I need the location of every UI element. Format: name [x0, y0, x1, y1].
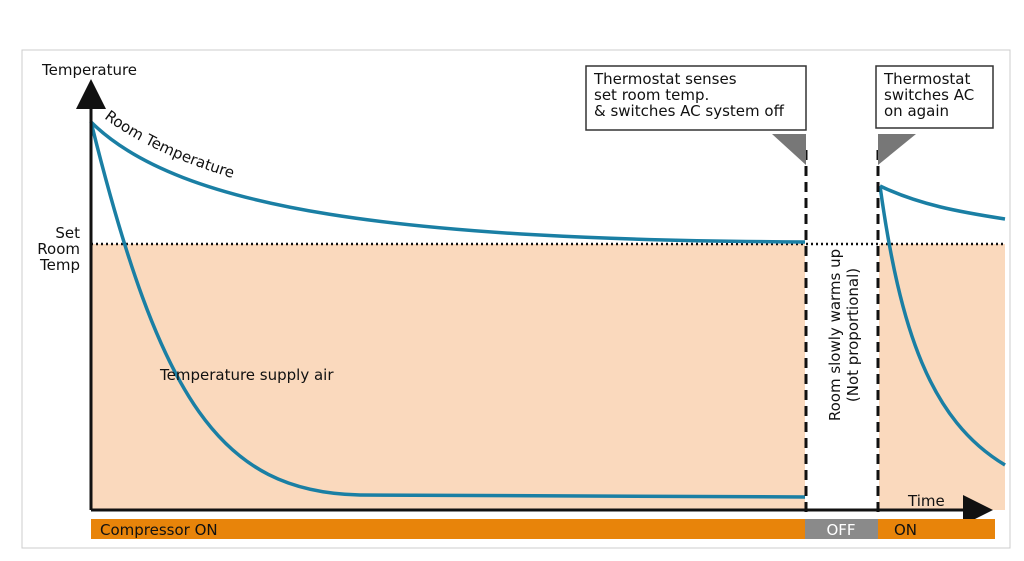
callout-box	[585, 65, 807, 131]
callout-text: & switches AC system off	[594, 102, 785, 120]
callout-text: on again	[884, 102, 949, 120]
callout-pointer	[772, 134, 806, 165]
compressor-off	[805, 519, 878, 539]
callout-text: Thermostat senses	[593, 70, 737, 88]
room-curve	[879, 184, 1006, 221]
y-axis-label: Temperature	[41, 61, 137, 79]
gap-note-text: Room slowly warms up	[826, 249, 844, 421]
x-axis-label: Time	[907, 492, 945, 510]
compressor-label: ON	[894, 521, 917, 539]
compressor-label: Compressor ON	[100, 521, 218, 539]
set-point-label: Room	[37, 240, 80, 258]
supply-curve-label: Temperature supply air	[159, 366, 334, 384]
supply-curve	[89, 121, 806, 499]
callout-pointer	[878, 134, 916, 165]
supply-curve	[878, 185, 1006, 467]
compressor-on	[91, 519, 805, 539]
callout-text: Thermostat	[883, 70, 970, 88]
cool-zone	[91, 244, 805, 510]
callout-text: set room temp.	[594, 86, 709, 104]
set-point-label: Set	[55, 224, 80, 242]
callout-text: switches AC	[884, 86, 974, 104]
room-curve	[89, 120, 806, 244]
callout-box	[875, 65, 994, 129]
set-point-label: Temp	[39, 256, 80, 274]
compressor-label: OFF	[826, 521, 855, 539]
gap-note-text: (Not proportional)	[844, 268, 862, 402]
compressor-on	[878, 519, 995, 539]
gap-note: Room slowly warms up (Not proportional)	[826, 249, 862, 421]
